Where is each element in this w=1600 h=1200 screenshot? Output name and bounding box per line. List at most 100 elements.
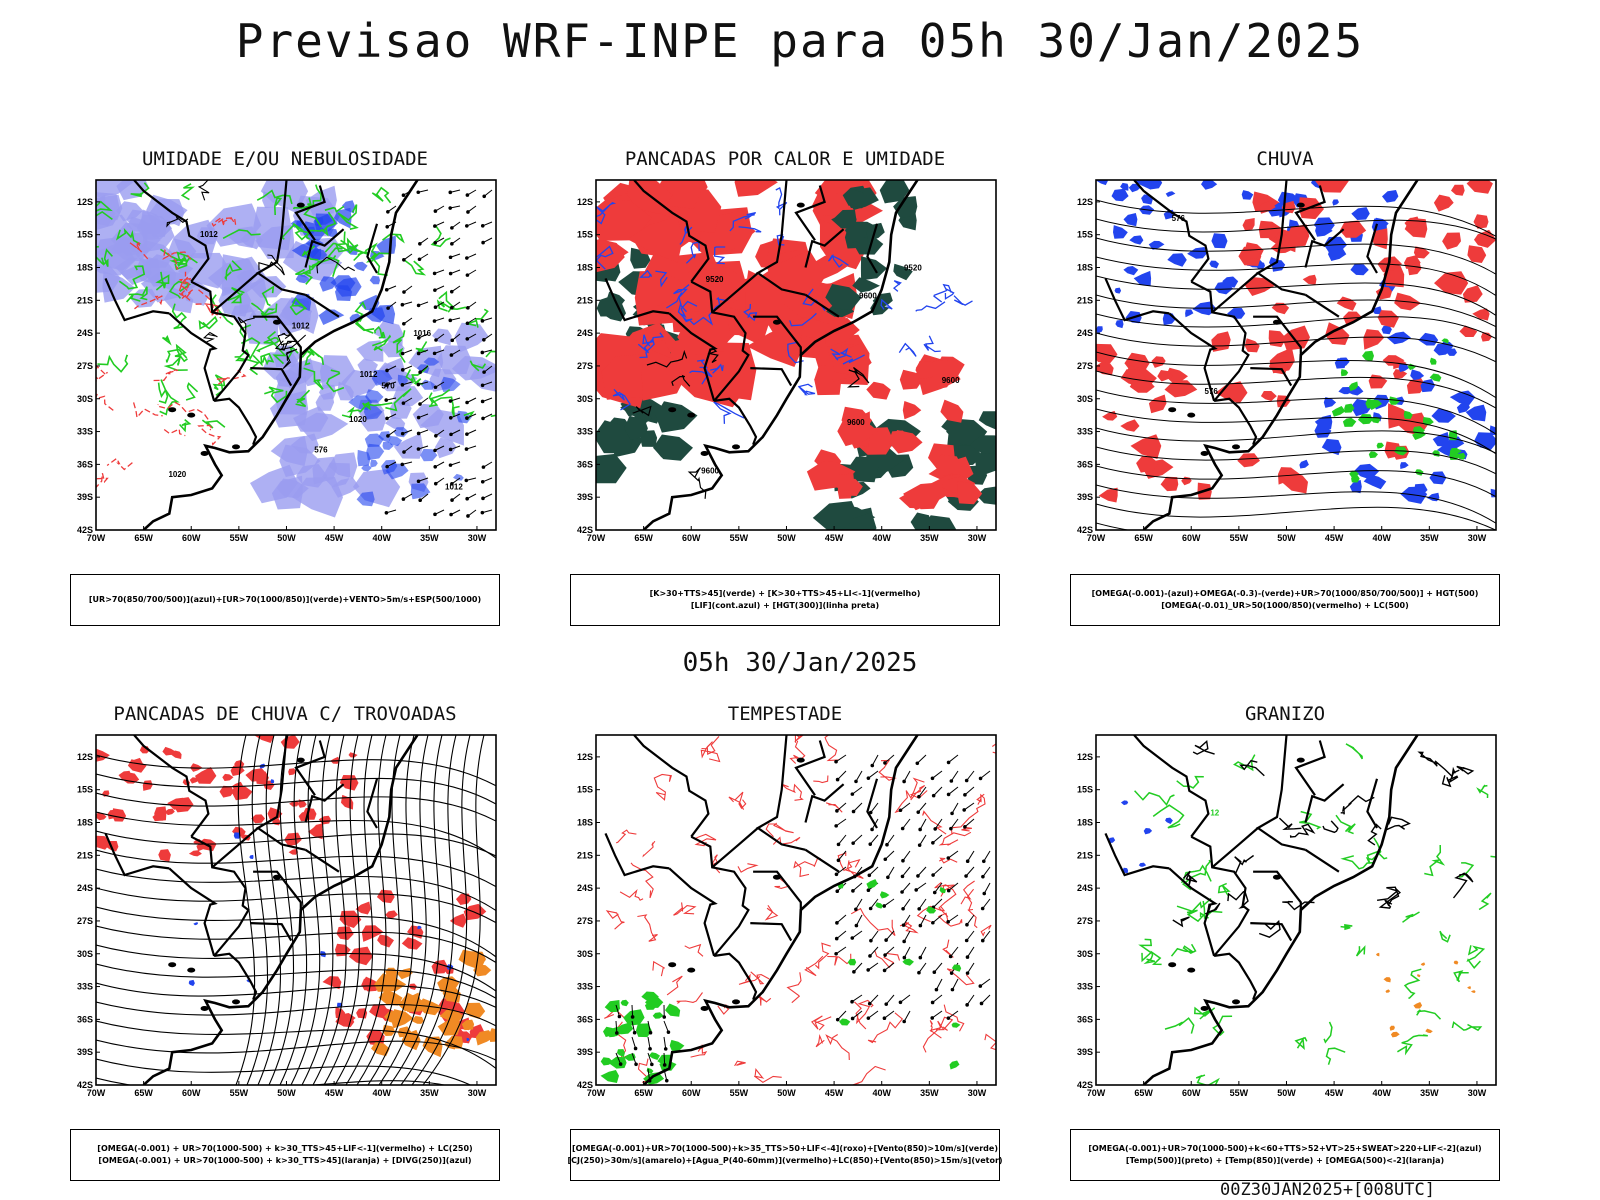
lon-tick-label: 35W [420,533,439,543]
lat-tick-label: 21S [1077,295,1093,305]
lat-tick-label: 42S [1077,1080,1093,1090]
contour-label: 1020 [168,470,186,479]
contour-label: 1012 [200,230,218,239]
lat-tick-label: 33S [77,982,93,992]
lon-tick-label: 65W [1134,1088,1153,1098]
lat-tick-label: 12S [77,752,93,762]
lat-tick-label: 12S [577,197,593,207]
map-canvas: 9600 9600 9600 9520 9520 9600 12S 15S 18S 21S 24S 2… [577,179,997,543]
lon-tick-label: 50W [1277,1088,1296,1098]
lon-tick-label: 65W [1134,533,1153,543]
lat-tick-label: 33S [1077,982,1093,992]
legend-line: [OMEGA(-0.001)-(azul)+OMEGA(-0.3)-(verde… [1091,589,1479,598]
lat-tick-label: 15S [1077,785,1093,795]
contour-label: 1012 [292,321,310,330]
lon-tick-label: 70W [1087,533,1106,543]
lon-tick-label: 40W [1372,1088,1391,1098]
legend-line: [LIF](cont.azul) + [HGT(300)](linha pret… [690,601,880,610]
panel-legend: [OMEGA(-0.001) + UR>70(1000-500) + k>30_… [70,1129,500,1181]
lon-tick-label: 60W [182,533,201,543]
lon-tick-label: 30W [968,1088,987,1098]
lon-tick-label: 30W [468,1088,487,1098]
lon-tick-label: 35W [1420,1088,1439,1098]
lat-tick-label: 12S [1077,752,1093,762]
contour-label: 1012 [445,482,463,491]
lon-tick-label: 30W [1468,533,1487,543]
lon-tick-label: 30W [968,533,987,543]
lat-tick-label: 21S [77,850,93,860]
lat-tick-label: 15S [577,230,593,240]
lat-tick-label: 27S [77,361,93,371]
lon-tick-label: 65W [134,533,153,543]
lat-tick-label: 36S [1077,1014,1093,1024]
run-label: 00Z30JAN2025+[008UTC] [1220,1180,1435,1200]
valid-time-title: 05h 30/Jan/2025 [682,648,918,678]
lon-tick-label: 45W [1325,533,1344,543]
contour-label: 9600 [859,292,877,301]
lon-tick-label: 50W [277,1088,296,1098]
lon-tick-label: 70W [587,533,606,543]
lat-tick-label: 42S [1077,525,1093,535]
lon-tick-label: 65W [134,1088,153,1098]
map-canvas: 1012 1012 1012 1012 1020 1016 1020 576 570 12S 15S… [77,179,497,543]
lon-tick-label: 65W [634,1088,653,1098]
panel-legend: [OMEGA(-0.001)+UR>70(1000-500)+k>35_TTS>… [567,1129,1003,1181]
lat-tick-label: 42S [577,1080,593,1090]
lat-tick-label: 27S [577,916,593,926]
lon-tick-label: 55W [1230,533,1249,543]
legend-line: [CJ(250)>30m/s](amarelo)+[Agua_P(40-60mm… [567,1156,1003,1165]
lat-tick-label: 27S [77,916,93,926]
contour-label: 576 [314,446,328,455]
lat-tick-label: 33S [577,427,593,437]
contour-label: 9520 [706,275,724,284]
lon-tick-label: 70W [87,1088,106,1098]
lon-tick-label: 55W [730,1088,749,1098]
lon-tick-label: 45W [325,1088,344,1098]
lat-tick-label: 21S [77,295,93,305]
lat-tick-label: 36S [577,1014,593,1024]
lat-tick-label: 27S [1077,361,1093,371]
lon-tick-label: 50W [777,533,796,543]
legend-line: [OMEGA(-0.01)_UR>50(1000/850)(vermelho) … [1161,601,1409,610]
lon-tick-label: 60W [682,1088,701,1098]
legend-line: [OMEGA(-0.001)+UR>70(1000-500)+k<60+TTS>… [1088,1144,1482,1153]
lat-tick-label: 24S [1077,883,1093,893]
contour-label: 9600 [847,418,865,427]
lat-tick-label: 30S [77,394,93,404]
panel-title: GRANIZO [1244,703,1326,725]
panel-legend: [OMEGA(-0.001)+UR>70(1000-500)+k<60+TTS>… [1070,1129,1500,1181]
lat-tick-label: 15S [77,785,93,795]
contour-label: 9520 [904,263,922,272]
lat-tick-label: 18S [577,263,593,273]
lon-tick-label: 60W [1182,1088,1201,1098]
lon-tick-label: 45W [825,533,844,543]
map-umidade: 1012 1012 1012 1012 1020 1016 1020 576 570 12S 15S… [70,178,500,556]
contour-label: 9600 [701,467,719,476]
lon-tick-label: 50W [277,533,296,543]
lat-tick-label: 39S [1077,492,1093,502]
lon-tick-label: 50W [777,1088,796,1098]
lat-tick-label: 18S [1077,818,1093,828]
legend-line: [OMEGA(-0.001) + UR>70(1000-500) + k>30_… [98,1156,472,1165]
lon-tick-label: 70W [87,533,106,543]
lat-tick-label: 21S [577,295,593,305]
lat-tick-label: 33S [77,427,93,437]
lat-tick-label: 12S [577,752,593,762]
lat-tick-label: 18S [577,818,593,828]
lat-tick-label: 39S [1077,1047,1093,1057]
lat-tick-label: 18S [77,263,93,273]
panel-title: TEMPESTADE [727,703,843,725]
map-pancadas-calor: 9600 9600 9600 9520 9520 9600 12S 15S 18S 21S 24S 2… [570,178,1000,556]
lat-tick-label: 24S [577,328,593,338]
lat-tick-label: 21S [577,850,593,860]
lat-tick-label: 30S [577,394,593,404]
contour-label: 1016 [413,329,431,338]
panel-title: UMIDADE E/OU NEBULOSIDADE [142,148,428,170]
lat-tick-label: 39S [577,492,593,502]
map-granizo: 12 12S 15S 18S 21S 24S 27S 30S 33S 36S 39S 42S 70W 65… [1070,733,1500,1111]
contour-label: 12 [1210,809,1219,818]
lat-tick-label: 30S [1077,949,1093,959]
lat-tick-label: 24S [1077,328,1093,338]
lon-tick-label: 60W [182,1088,201,1098]
